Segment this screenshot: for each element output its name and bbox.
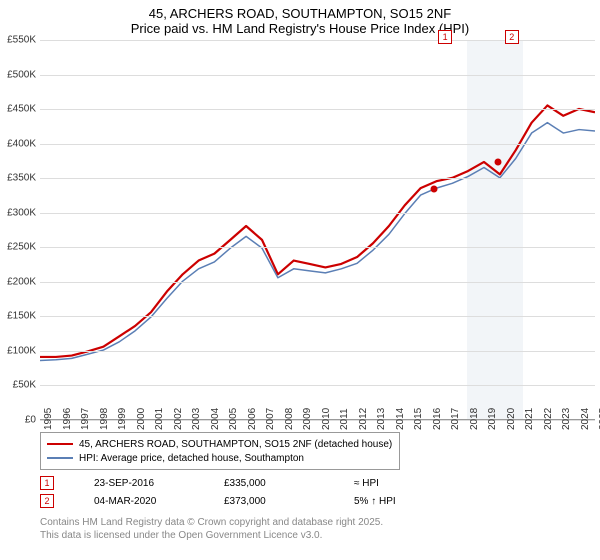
- gridline: [40, 109, 595, 110]
- x-axis-label: 2019: [487, 408, 498, 430]
- footer: Contains HM Land Registry data © Crown c…: [40, 516, 383, 542]
- gridline: [40, 247, 595, 248]
- row-date: 04-MAR-2020: [94, 496, 184, 507]
- x-axis-label: 2023: [561, 408, 572, 430]
- y-axis-label: £50K: [0, 380, 36, 391]
- data-table: 1 23-SEP-2016 £335,000 ≈ HPI 2 04-MAR-20…: [40, 474, 444, 510]
- address-title: 45, ARCHERS ROAD, SOUTHAMPTON, SO15 2NF: [0, 6, 600, 21]
- row-delta: 5% ↑ HPI: [354, 496, 444, 507]
- x-axis-label: 2018: [469, 408, 480, 430]
- legend-swatch: [47, 443, 73, 445]
- row-date: 23-SEP-2016: [94, 478, 184, 489]
- y-axis-label: £350K: [0, 173, 36, 184]
- x-axis-label: 2021: [524, 408, 535, 430]
- legend-row: 45, ARCHERS ROAD, SOUTHAMPTON, SO15 2NF …: [47, 437, 393, 451]
- x-axis-label: 2022: [543, 408, 554, 430]
- x-axis-label: 2009: [302, 408, 313, 430]
- x-axis-label: 2014: [395, 408, 406, 430]
- table-row: 2 04-MAR-2020 £373,000 5% ↑ HPI: [40, 492, 444, 510]
- plot-svg: [40, 40, 595, 419]
- footer-line: This data is licensed under the Open Gov…: [40, 529, 383, 542]
- y-axis-label: £500K: [0, 69, 36, 80]
- y-axis-label: £150K: [0, 311, 36, 322]
- x-axis-label: 2002: [173, 408, 184, 430]
- x-axis-label: 1998: [99, 408, 110, 430]
- legend-label: 45, ARCHERS ROAD, SOUTHAMPTON, SO15 2NF …: [79, 439, 392, 450]
- y-axis-label: £250K: [0, 242, 36, 253]
- y-axis-label: £300K: [0, 207, 36, 218]
- marker-point: [494, 159, 501, 166]
- legend-swatch: [47, 457, 73, 459]
- x-axis-label: 1999: [117, 408, 128, 430]
- chart-container: 45, ARCHERS ROAD, SOUTHAMPTON, SO15 2NF …: [0, 0, 600, 560]
- marker-box: 2: [505, 30, 519, 44]
- legend-box: 45, ARCHERS ROAD, SOUTHAMPTON, SO15 2NF …: [40, 432, 400, 470]
- y-axis-label: £450K: [0, 104, 36, 115]
- x-axis-label: 2005: [228, 408, 239, 430]
- y-axis-label: £0: [0, 415, 36, 426]
- row-price: £335,000: [224, 478, 314, 489]
- x-axis-label: 2016: [432, 408, 443, 430]
- gridline: [40, 75, 595, 76]
- y-axis-label: £100K: [0, 345, 36, 356]
- x-axis-label: 2006: [247, 408, 258, 430]
- x-axis-label: 1997: [80, 408, 91, 430]
- chart-area: £0£50K£100K£150K£200K£250K£300K£350K£400…: [40, 40, 595, 420]
- row-price: £373,000: [224, 496, 314, 507]
- x-axis-label: 2004: [210, 408, 221, 430]
- x-axis-label: 2013: [376, 408, 387, 430]
- footer-line: Contains HM Land Registry data © Crown c…: [40, 516, 383, 529]
- x-axis-label: 1996: [62, 408, 73, 430]
- x-axis-label: 2015: [413, 408, 424, 430]
- x-axis-label: 2017: [450, 408, 461, 430]
- row-marker: 2: [40, 494, 54, 508]
- gridline: [40, 351, 595, 352]
- legend-label: HPI: Average price, detached house, Sout…: [79, 453, 304, 464]
- x-axis-label: 1995: [43, 408, 54, 430]
- series-line: [40, 123, 595, 361]
- gridline: [40, 178, 595, 179]
- x-axis-label: 2007: [265, 408, 276, 430]
- x-axis-label: 2020: [506, 408, 517, 430]
- gridline: [40, 385, 595, 386]
- gridline: [40, 282, 595, 283]
- row-marker: 1: [40, 476, 54, 490]
- x-axis-label: 2011: [339, 408, 350, 430]
- y-axis-label: £550K: [0, 35, 36, 46]
- marker-point: [431, 185, 438, 192]
- table-row: 1 23-SEP-2016 £335,000 ≈ HPI: [40, 474, 444, 492]
- x-axis-label: 2010: [321, 408, 332, 430]
- gridline: [40, 316, 595, 317]
- marker-box: 1: [438, 30, 452, 44]
- y-axis-label: £400K: [0, 138, 36, 149]
- gridline: [40, 213, 595, 214]
- x-axis-label: 2024: [580, 408, 591, 430]
- y-axis-label: £200K: [0, 276, 36, 287]
- gridline: [40, 144, 595, 145]
- row-delta: ≈ HPI: [354, 478, 444, 489]
- x-axis-label: 2001: [154, 408, 165, 430]
- legend-row: HPI: Average price, detached house, Sout…: [47, 451, 393, 465]
- x-axis-label: 2003: [191, 408, 202, 430]
- x-axis-label: 2008: [284, 408, 295, 430]
- x-axis-label: 2012: [358, 408, 369, 430]
- x-axis-label: 2000: [136, 408, 147, 430]
